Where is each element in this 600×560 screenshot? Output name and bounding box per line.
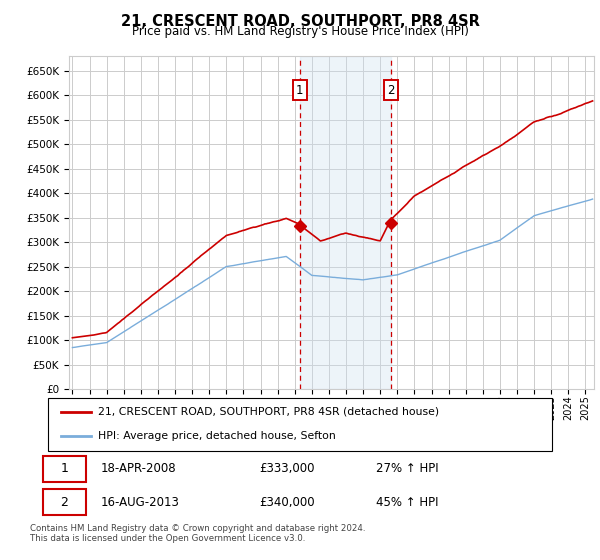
Text: Contains HM Land Registry data © Crown copyright and database right 2024.
This d: Contains HM Land Registry data © Crown c… xyxy=(30,524,365,543)
Text: 1: 1 xyxy=(61,462,68,475)
Text: Price paid vs. HM Land Registry's House Price Index (HPI): Price paid vs. HM Land Registry's House … xyxy=(131,25,469,38)
Text: 2: 2 xyxy=(387,84,395,97)
Text: 21, CRESCENT ROAD, SOUTHPORT, PR8 4SR: 21, CRESCENT ROAD, SOUTHPORT, PR8 4SR xyxy=(121,14,479,29)
Text: 1: 1 xyxy=(296,84,304,97)
Text: 45% ↑ HPI: 45% ↑ HPI xyxy=(376,496,438,508)
FancyBboxPatch shape xyxy=(43,489,86,515)
Bar xyxy=(300,56,391,389)
Text: 21, CRESCENT ROAD, SOUTHPORT, PR8 4SR (detached house): 21, CRESCENT ROAD, SOUTHPORT, PR8 4SR (d… xyxy=(98,407,440,417)
Text: 18-APR-2008: 18-APR-2008 xyxy=(101,462,176,475)
FancyBboxPatch shape xyxy=(43,456,86,482)
Text: 27% ↑ HPI: 27% ↑ HPI xyxy=(376,462,438,475)
Text: HPI: Average price, detached house, Sefton: HPI: Average price, detached house, Seft… xyxy=(98,431,336,441)
Text: £333,000: £333,000 xyxy=(260,462,315,475)
Text: £340,000: £340,000 xyxy=(260,496,316,508)
Text: 16-AUG-2013: 16-AUG-2013 xyxy=(101,496,180,508)
Text: 2: 2 xyxy=(61,496,68,508)
